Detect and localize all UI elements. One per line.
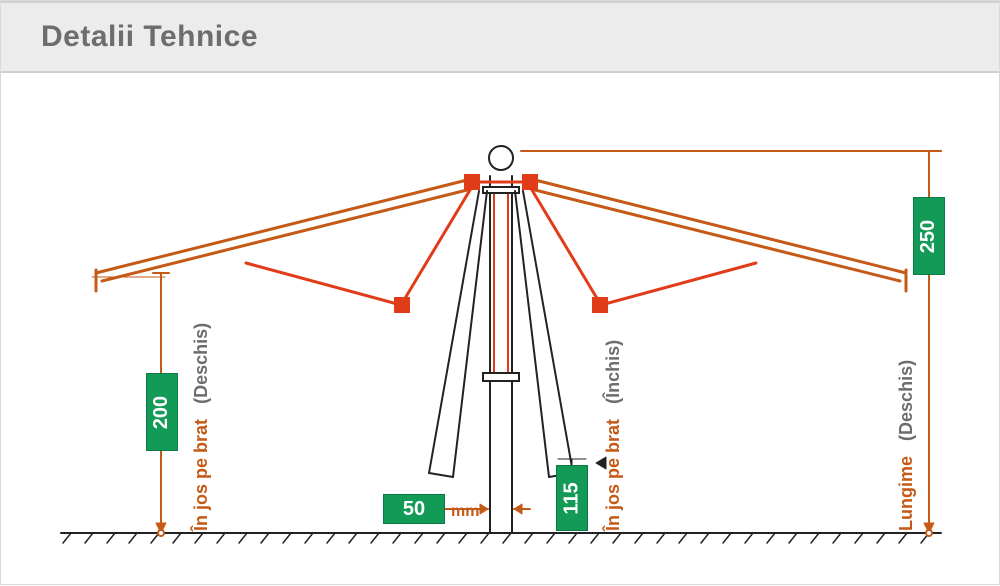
label-drop-closed: În jos pe brat (Închis): [603, 340, 624, 531]
unit-label: mm: [451, 503, 479, 521]
label-drop-open: În jos pe brat (Deschis): [191, 323, 212, 531]
page-title: Detalii Tehnice: [41, 20, 258, 54]
badge-drop-open: 200: [146, 373, 178, 451]
header-bar: Detalii Tehnice: [1, 1, 999, 73]
page: Detalii Tehnice 200 250 50 115 mm În jos…: [0, 0, 1000, 585]
badge-value: 200: [151, 395, 174, 428]
diagram-stage: 200 250 50 115 mm În jos pe brat (Deschi…: [1, 73, 999, 584]
badge-drop-closed: 115: [556, 465, 588, 531]
badge-length-open: 250: [913, 197, 945, 275]
badge-value: 250: [918, 219, 941, 252]
badge-value: 50: [403, 498, 425, 521]
label-length-open: Lungime (Deschis): [896, 360, 917, 531]
badge-pole-width: 50: [383, 494, 445, 524]
technical-diagram: [1, 73, 1000, 586]
badge-value: 115: [561, 482, 584, 514]
